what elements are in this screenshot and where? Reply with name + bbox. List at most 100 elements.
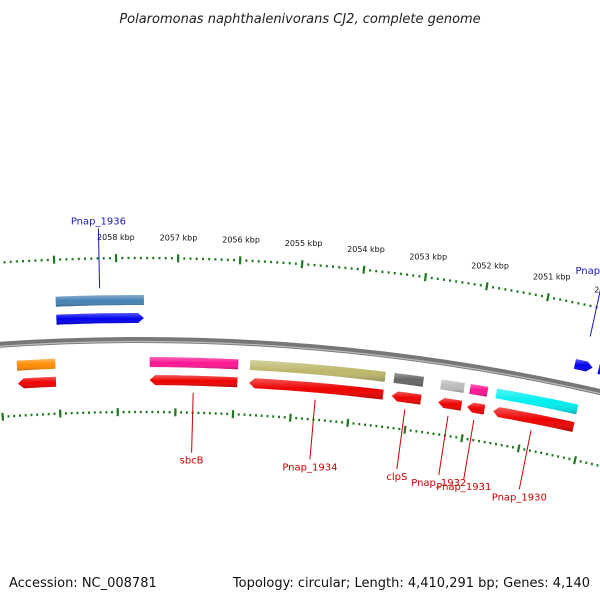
outer-minor-tick	[449, 279, 452, 282]
inner-minor-tick	[568, 457, 571, 461]
feature-Pnap_1931[interactable]	[469, 384, 489, 397]
inner-minor-tick	[500, 444, 503, 447]
inner-minor-tick	[300, 417, 303, 420]
inner-minor-tick	[358, 422, 361, 426]
inner-major-tick	[460, 434, 464, 443]
feature-Pnap_1930[interactable]	[495, 388, 579, 415]
inner-minor-tick	[214, 412, 217, 415]
feature-Pnap_1936[interactable]	[55, 295, 144, 307]
gene-sbcB[interactable]	[149, 375, 238, 388]
genome-backbone-highlight	[0, 340, 600, 395]
gene-Pnap_1932[interactable]	[438, 398, 463, 411]
gene-label-Pnap_1929[interactable]: Pnap_1929	[575, 266, 600, 277]
gene-label-Pnap_1936[interactable]: Pnap_1936	[71, 216, 126, 227]
outer-minor-tick	[344, 266, 347, 270]
outer-minor-tick	[577, 302, 580, 305]
inner-minor-tick	[318, 418, 321, 422]
inner-minor-tick	[426, 431, 429, 435]
feature-Pnap_1934[interactable]	[249, 360, 386, 382]
gene-Pnap_1930[interactable]	[493, 407, 575, 432]
inner-minor-tick	[415, 430, 418, 433]
inner-minor-tick	[30, 413, 33, 417]
inner-minor-tick	[409, 429, 412, 432]
outer-minor-tick	[381, 270, 384, 273]
outer-minor-tick	[393, 272, 396, 275]
inner-minor-tick	[145, 410, 148, 414]
inner-minor-tick	[226, 412, 229, 416]
gene-Pnap_1934[interactable]	[249, 378, 384, 400]
gene-label-clpS[interactable]: clpS	[386, 472, 407, 483]
feature-clpS-shading	[393, 372, 424, 387]
inner-minor-tick	[272, 415, 275, 418]
outer-minor-tick	[170, 257, 173, 260]
inner-minor-tick	[306, 417, 309, 421]
outer-minor-tick	[84, 257, 87, 260]
gene-Pnap_1931-shading	[467, 402, 486, 415]
outer-minor-tick	[350, 267, 353, 270]
inner-minor-tick	[295, 416, 298, 420]
outer-minor-tick	[467, 282, 470, 285]
inner-minor-tick	[82, 411, 85, 414]
inner-minor-tick	[341, 421, 344, 424]
feature-sbcB[interactable]	[149, 357, 239, 370]
outer-major-tick	[546, 293, 550, 302]
gene-clpS[interactable]	[391, 391, 422, 405]
outer-minor-tick	[245, 259, 248, 262]
outer-minor-tick	[233, 258, 235, 262]
outer-minor-tick	[3, 261, 6, 264]
inner-major-tick	[346, 418, 350, 428]
outer-minor-tick	[34, 259, 37, 262]
label-leader-Pnap_1934	[309, 399, 316, 460]
outer-minor-tick	[418, 275, 421, 278]
outer-minor-tick	[516, 290, 519, 293]
outer-minor-tick	[102, 257, 105, 260]
inner-minor-tick	[76, 411, 79, 415]
gene-label-sbcB[interactable]: sbcB	[180, 456, 204, 467]
gene-edge-gene[interactable]	[18, 376, 57, 389]
gene-Pnap_1934-shading	[249, 378, 384, 400]
gene-label-Pnap_1931[interactable]: Pnap_1931	[436, 482, 491, 493]
inner-minor-tick	[466, 438, 469, 441]
inner-minor-tick	[579, 460, 582, 463]
gene-Pnap_1930-shading	[493, 407, 575, 432]
inner-major-tick	[573, 456, 577, 465]
gene-Pnap_1928-shading	[597, 364, 600, 375]
inner-minor-tick	[105, 411, 108, 414]
gene-label-Pnap_1930[interactable]: Pnap_1930	[492, 492, 547, 503]
gene-Pnap_1932-shading	[438, 398, 463, 411]
inner-minor-tick	[596, 464, 599, 467]
outer-minor-tick	[251, 259, 254, 263]
gene-Pnap_1928[interactable]	[597, 364, 600, 379]
inner-minor-tick	[557, 455, 560, 458]
gene-Pnap_1929[interactable]	[573, 359, 593, 372]
inner-minor-tick	[128, 410, 131, 414]
inner-minor-tick	[249, 413, 252, 417]
outer-minor-tick	[90, 257, 93, 260]
gene-label-Pnap_1934[interactable]: Pnap_1934	[282, 462, 337, 473]
gene-label-Pnap_1932[interactable]: Pnap_1932	[411, 478, 466, 489]
inner-minor-tick	[220, 412, 223, 415]
feature-edge-gene[interactable]	[16, 358, 56, 371]
inner-minor-tick	[585, 461, 588, 464]
inner-minor-tick	[197, 411, 200, 415]
gene-Pnap_1931[interactable]	[467, 402, 486, 415]
outer-minor-tick	[430, 276, 433, 280]
feature-Pnap_1932[interactable]	[440, 379, 465, 393]
outer-minor-tick	[510, 289, 513, 292]
outer-major-tick	[300, 260, 304, 269]
outer-minor-tick	[325, 265, 328, 268]
inner-minor-tick	[208, 412, 211, 415]
outer-minor-tick	[553, 297, 556, 300]
inner-minor-tick	[13, 414, 16, 418]
outer-minor-tick	[139, 256, 142, 260]
inner-minor-tick	[93, 411, 96, 414]
outer-minor-tick	[276, 261, 279, 264]
outer-minor-tick	[498, 287, 501, 290]
feature-clpS[interactable]	[393, 372, 425, 387]
outer-minor-tick	[443, 278, 445, 281]
gene-Pnap_1936[interactable]	[56, 313, 144, 325]
inner-minor-tick	[111, 411, 113, 414]
outer-major-tick	[423, 272, 428, 282]
outer-minor-tick	[195, 257, 198, 260]
inner-minor-tick	[70, 412, 73, 415]
